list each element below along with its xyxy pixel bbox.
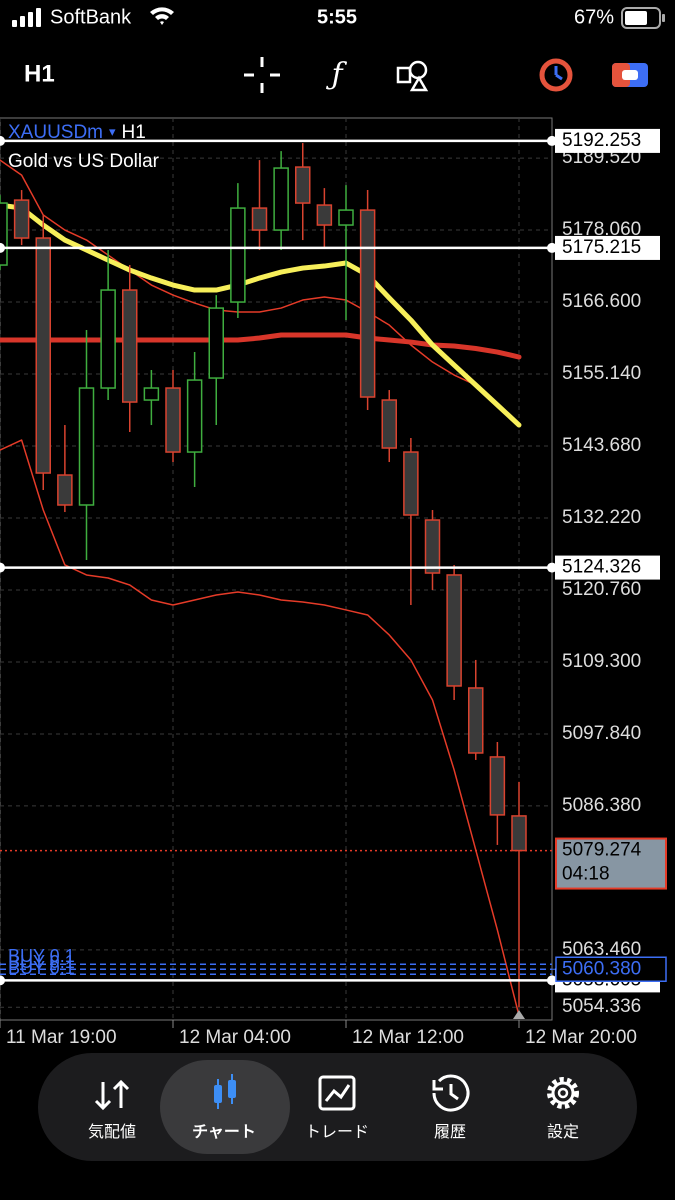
candle-body (208, 307, 224, 379)
candle-body (186, 379, 203, 453)
y-tick-label: 5086.380 (562, 795, 641, 816)
y-tick-label: 5132.220 (562, 507, 641, 528)
x-tick-label: 12 Mar 04:00 (179, 1027, 291, 1048)
price-label: 5192.253 (562, 130, 641, 151)
candle-body (165, 387, 181, 453)
y-tick-label: 5063.460 (562, 939, 641, 960)
tab-label[interactable]: 履歴 (434, 1124, 466, 1141)
x-tick-label: 12 Mar 12:00 (352, 1027, 464, 1048)
chart: 5189.5205178.0605166.6005155.1405143.680… (0, 118, 667, 1048)
price-line-handle (547, 562, 557, 573)
y-tick-label: 5166.600 (562, 291, 641, 312)
history-icon (432, 1074, 470, 1112)
candle-body (489, 756, 506, 816)
y-tick-label: 5109.300 (562, 651, 641, 672)
candle-body (338, 209, 354, 226)
settings-icon (547, 1077, 579, 1109)
price-line-handle (547, 242, 557, 253)
candle-body (251, 207, 268, 231)
indicator-line (0, 202, 522, 428)
price-label: 5175.215 (562, 237, 641, 258)
price-line-handle (0, 562, 5, 573)
order-label: BUY 0.1 (8, 958, 75, 978)
indicator-line (0, 439, 520, 1017)
candle-body (273, 167, 289, 231)
candle-body (78, 387, 95, 506)
low-marker (513, 1010, 525, 1019)
candle-body (359, 209, 376, 398)
y-tick-label: 5178.060 (562, 219, 641, 240)
chart-timeframe: H1 (122, 122, 146, 143)
bid-countdown: 04:18 (562, 864, 610, 885)
candle-body (403, 451, 419, 516)
candle-body (122, 289, 138, 403)
candle-body (13, 199, 30, 239)
chart-description: Gold vs US Dollar (8, 151, 160, 172)
candle-body (143, 387, 160, 401)
candle-body (468, 687, 484, 754)
price-label-box (555, 128, 660, 153)
status-bar: SoftBank 5:55 67% (12, 6, 665, 29)
candle-body (381, 399, 397, 449)
price-label-box (555, 555, 660, 580)
candle-body (511, 815, 527, 852)
tab-label[interactable]: トレード (305, 1124, 369, 1141)
tab-label[interactable]: 気配値 (88, 1123, 136, 1141)
tab-label[interactable]: 設定 (547, 1123, 579, 1141)
candle-body (0, 202, 8, 266)
order-price-box (555, 956, 667, 982)
y-tick-label: 5097.840 (562, 723, 641, 744)
order-price-label: 5060.380 (562, 958, 641, 979)
account-button[interactable] (612, 63, 648, 87)
y-tick-label: 5155.140 (562, 363, 641, 384)
y-tick-label: 5120.760 (562, 579, 641, 600)
quotes-icon (94, 1079, 130, 1111)
symbol: XAUUSDm (8, 122, 103, 143)
indicators-button[interactable]: ƒ (325, 57, 347, 92)
price-line-handle (0, 975, 5, 986)
carrier: SoftBank (50, 6, 132, 28)
toolbar: H1 ƒ (24, 57, 648, 93)
clock: 5:55 (317, 6, 357, 28)
candle-body (35, 237, 51, 474)
candle-body (100, 289, 116, 389)
chart-symbol: XAUUSDm ▾ H1 (8, 122, 146, 143)
price-label: 5124.326 (562, 557, 641, 578)
order-label: BUY 0.1 (8, 946, 75, 966)
y-tick-label: 5143.680 (562, 435, 641, 456)
y-tick-label: 5054.336 (562, 996, 641, 1017)
candle-body (295, 166, 311, 204)
candle-body (57, 474, 73, 506)
price-label-box (555, 235, 660, 260)
trade-icon (318, 1075, 356, 1111)
x-tick-label: 12 Mar 20:00 (525, 1027, 637, 1048)
battery-level: 67% (574, 6, 614, 28)
bid-box (555, 837, 667, 890)
symbol-menu: ▾ (109, 124, 116, 139)
chart-icon (214, 1074, 236, 1109)
price-line-handle (547, 975, 557, 986)
price-line-handle (0, 242, 5, 253)
tab-label[interactable]: チャート (192, 1124, 256, 1141)
tab-bar (38, 1053, 637, 1161)
price-line-handle (0, 135, 5, 146)
price-line-handle (547, 135, 557, 146)
trade-button[interactable] (539, 58, 573, 92)
bid-label: 5079.274 (562, 840, 642, 861)
objects-button[interactable] (396, 60, 429, 92)
crosshair-button[interactable] (244, 57, 280, 93)
candle-body (316, 204, 333, 226)
x-tick-label: 11 Mar 19:00 (6, 1027, 117, 1048)
candle-body (230, 207, 246, 303)
indicator-line (0, 159, 520, 426)
candle-body (446, 574, 462, 687)
order-label: BUY 0.1 (8, 952, 75, 972)
timeframe-button[interactable]: H1 (24, 60, 55, 87)
active-tab-highlight (160, 1060, 290, 1154)
candle-body (424, 519, 441, 574)
